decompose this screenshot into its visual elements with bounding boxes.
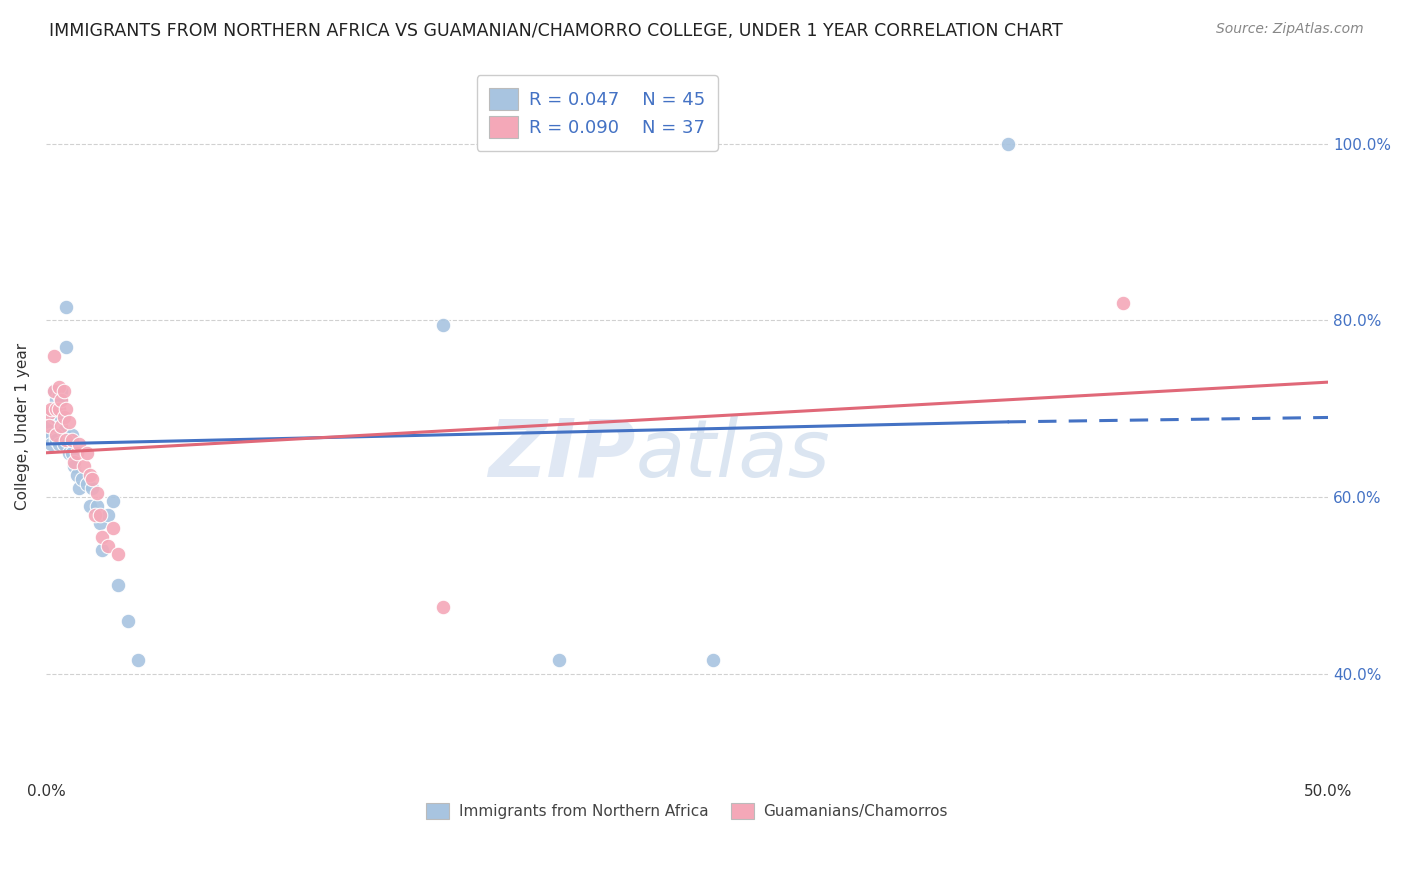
Point bbox=[76, 446, 98, 460]
Point bbox=[107, 578, 129, 592]
Point bbox=[42, 349, 65, 363]
Point bbox=[1112, 295, 1135, 310]
Point bbox=[67, 437, 90, 451]
Point bbox=[63, 458, 86, 473]
Point bbox=[48, 401, 70, 416]
Point bbox=[51, 384, 73, 398]
Point bbox=[101, 521, 124, 535]
Point bbox=[547, 653, 569, 667]
Point bbox=[82, 481, 104, 495]
Point bbox=[51, 392, 73, 407]
Point bbox=[51, 410, 73, 425]
Point bbox=[79, 499, 101, 513]
Point bbox=[38, 406, 60, 420]
Point bbox=[432, 318, 454, 332]
Point bbox=[702, 653, 724, 667]
Point bbox=[73, 458, 96, 473]
Point bbox=[107, 547, 129, 561]
Point bbox=[91, 530, 114, 544]
Point bbox=[997, 136, 1019, 151]
Point bbox=[86, 485, 108, 500]
Point bbox=[48, 388, 70, 402]
Point bbox=[60, 446, 83, 460]
Point bbox=[38, 419, 60, 434]
Point bbox=[42, 401, 65, 416]
Point bbox=[79, 467, 101, 482]
Point bbox=[89, 508, 111, 522]
Point bbox=[42, 384, 65, 398]
Point bbox=[55, 300, 77, 314]
Point bbox=[39, 428, 62, 442]
Point bbox=[38, 424, 60, 438]
Point bbox=[66, 446, 89, 460]
Text: IMMIGRANTS FROM NORTHERN AFRICA VS GUAMANIAN/CHAMORRO COLLEGE, UNDER 1 YEAR CORR: IMMIGRANTS FROM NORTHERN AFRICA VS GUAMA… bbox=[49, 22, 1063, 40]
Point bbox=[63, 455, 86, 469]
Point bbox=[39, 437, 62, 451]
Point bbox=[67, 481, 90, 495]
Point bbox=[96, 508, 118, 522]
Point bbox=[48, 401, 70, 416]
Point bbox=[70, 472, 93, 486]
Point bbox=[48, 379, 70, 393]
Point bbox=[101, 494, 124, 508]
Point bbox=[52, 424, 75, 438]
Point bbox=[39, 401, 62, 416]
Point bbox=[60, 433, 83, 447]
Point bbox=[86, 499, 108, 513]
Point bbox=[51, 419, 73, 434]
Text: ZIP: ZIP bbox=[488, 416, 636, 493]
Point bbox=[45, 392, 67, 407]
Point bbox=[42, 384, 65, 398]
Text: Source: ZipAtlas.com: Source: ZipAtlas.com bbox=[1216, 22, 1364, 37]
Legend: Immigrants from Northern Africa, Guamanians/Chamorros: Immigrants from Northern Africa, Guamani… bbox=[420, 797, 953, 825]
Point bbox=[39, 406, 62, 420]
Point bbox=[55, 433, 77, 447]
Point bbox=[45, 428, 67, 442]
Point bbox=[83, 508, 105, 522]
Point bbox=[55, 401, 77, 416]
Point bbox=[45, 410, 67, 425]
Point bbox=[51, 392, 73, 407]
Point bbox=[48, 437, 70, 451]
Point bbox=[52, 384, 75, 398]
Y-axis label: College, Under 1 year: College, Under 1 year bbox=[15, 343, 30, 510]
Point bbox=[91, 543, 114, 558]
Point bbox=[52, 410, 75, 425]
Point bbox=[82, 472, 104, 486]
Point bbox=[76, 476, 98, 491]
Point bbox=[432, 600, 454, 615]
Point bbox=[52, 437, 75, 451]
Point bbox=[96, 539, 118, 553]
Point bbox=[60, 428, 83, 442]
Point bbox=[38, 415, 60, 429]
Point bbox=[117, 614, 139, 628]
Point bbox=[89, 516, 111, 531]
Point bbox=[127, 653, 149, 667]
Point bbox=[58, 446, 80, 460]
Point bbox=[45, 433, 67, 447]
Point bbox=[66, 467, 89, 482]
Point bbox=[55, 340, 77, 354]
Point bbox=[45, 401, 67, 416]
Point bbox=[58, 415, 80, 429]
Text: atlas: atlas bbox=[636, 416, 831, 493]
Point bbox=[42, 410, 65, 425]
